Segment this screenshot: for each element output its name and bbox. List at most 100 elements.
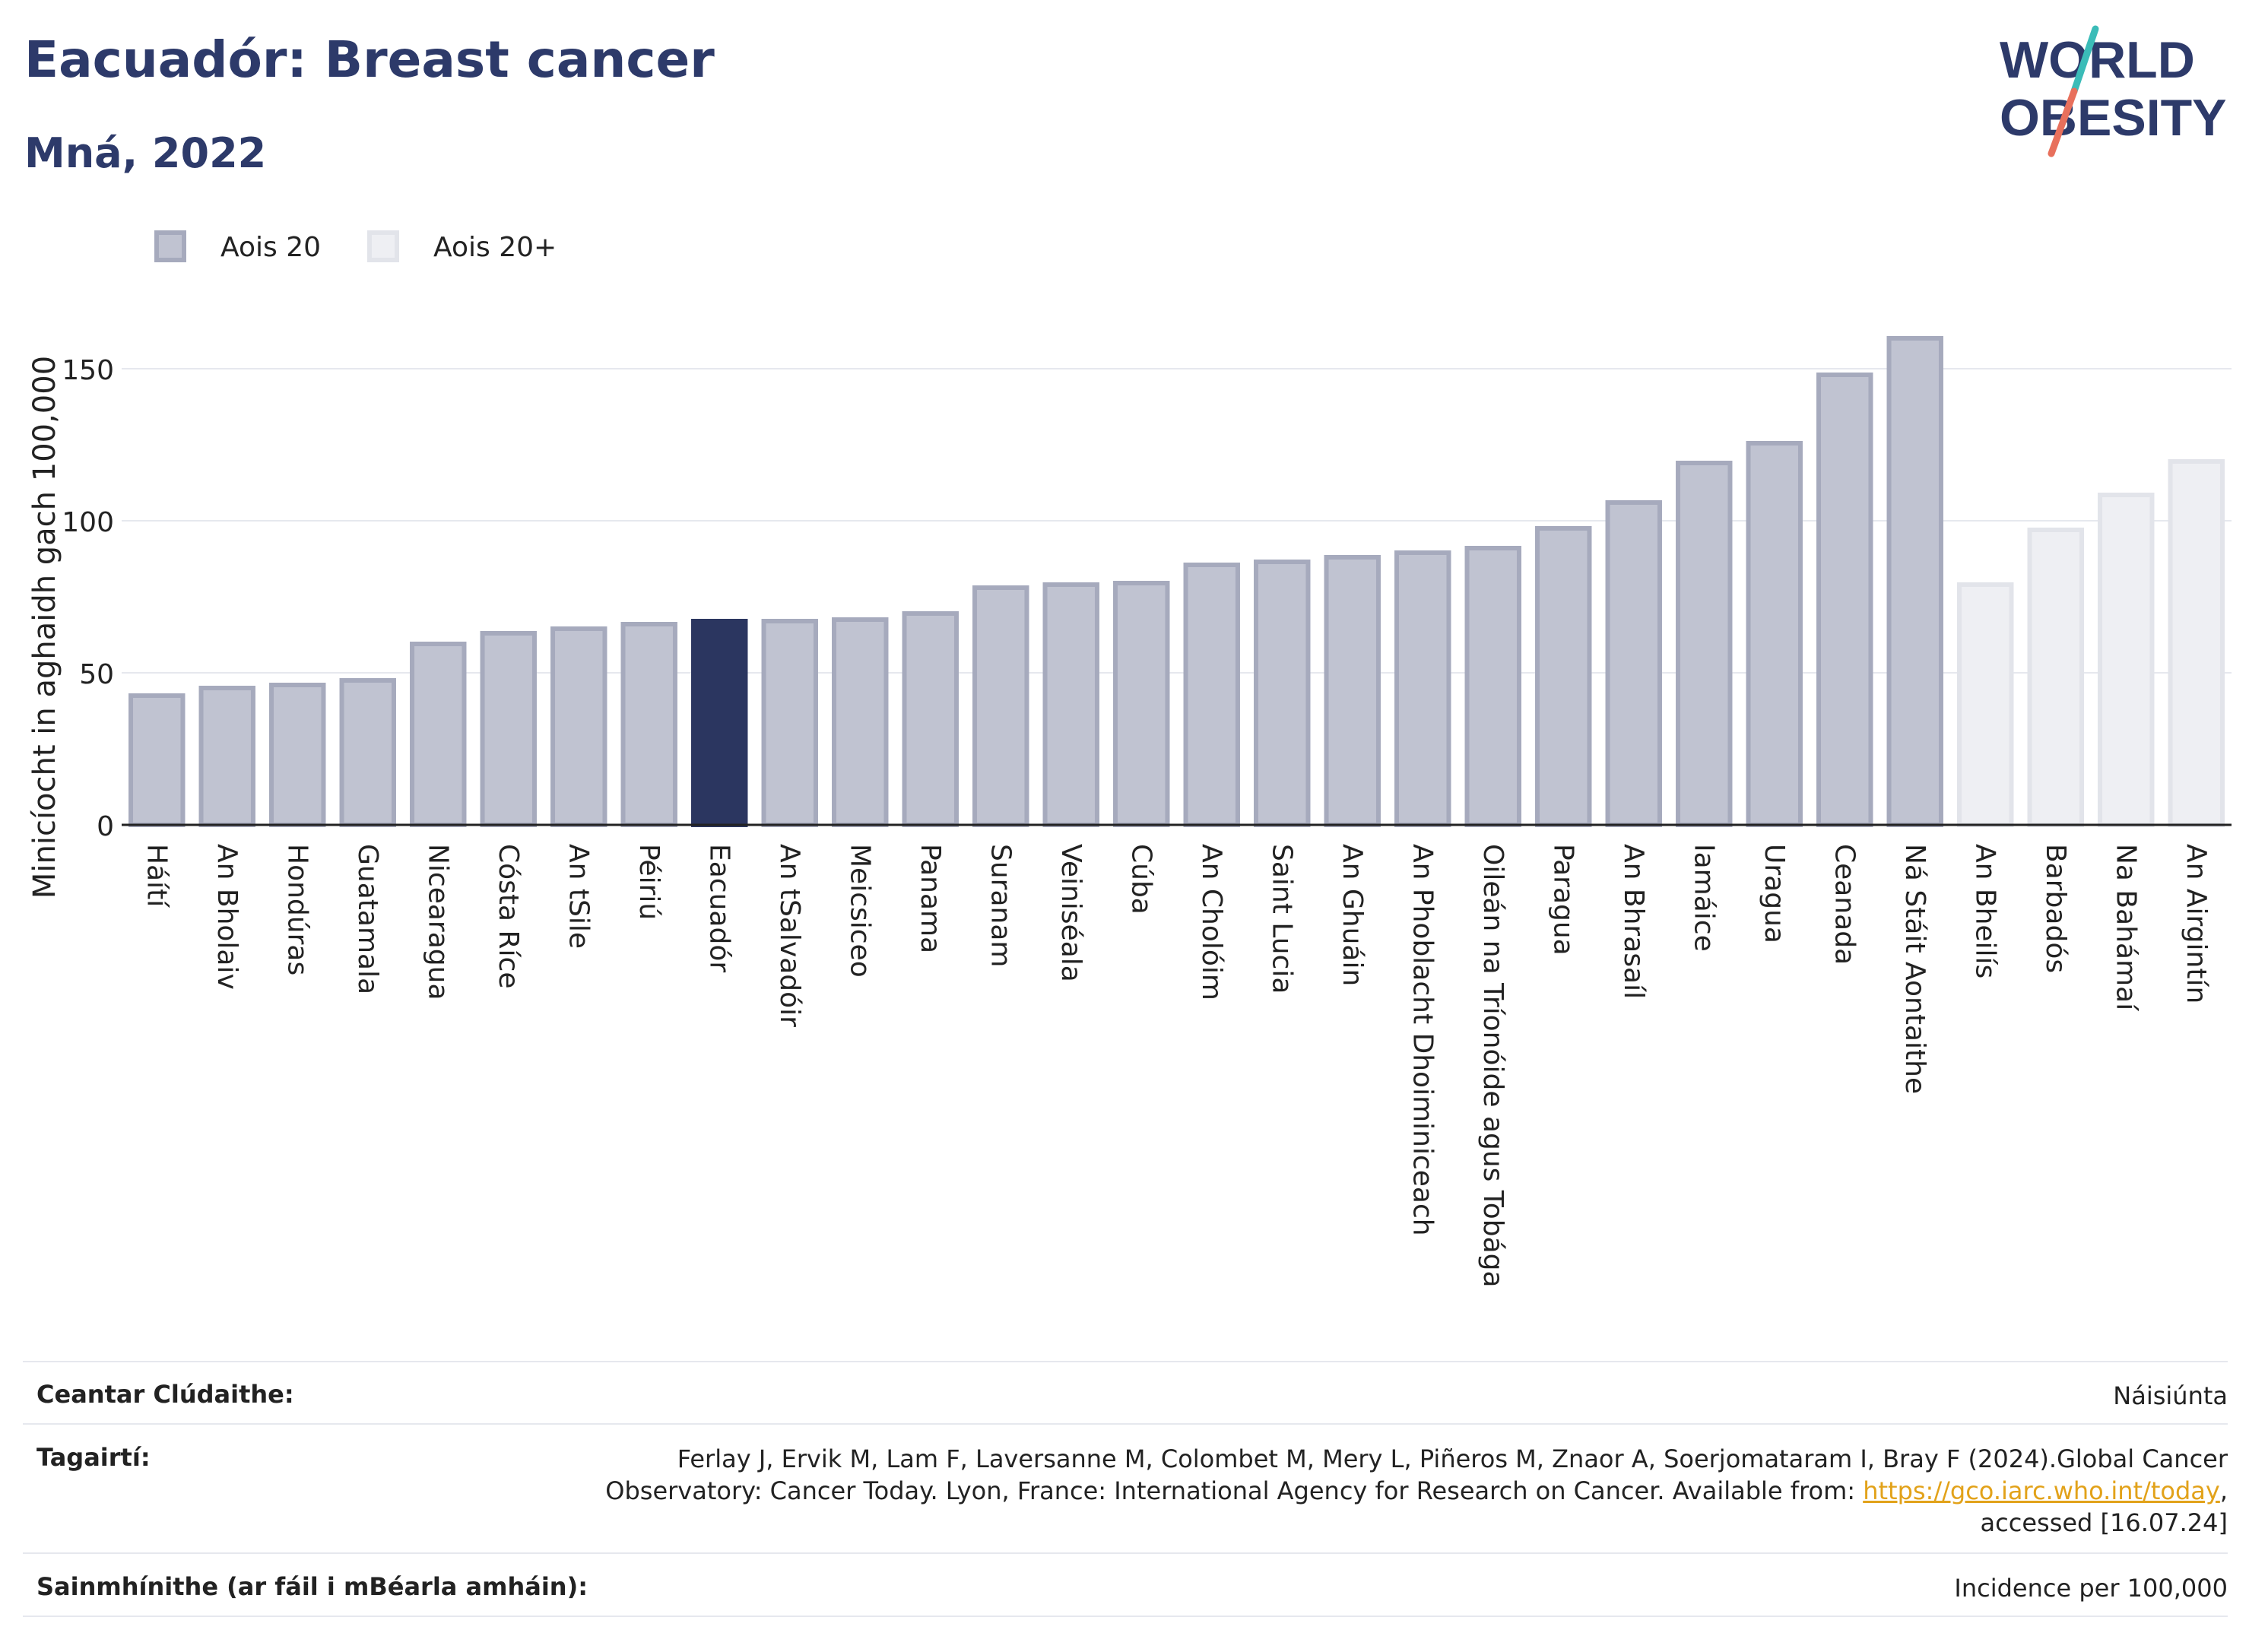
- y-tick-label: 100: [62, 507, 114, 538]
- x-tick-label: Oileán na Tríonóide agus Tobága: [1477, 844, 1508, 1288]
- references-line-3: accessed [16.07.24]: [1980, 1508, 2228, 1538]
- legend: Aois 20 Aois 20+: [154, 230, 557, 263]
- references-line-1: Ferlay J, Ervik M, Lam F, Laversanne M, …: [677, 1444, 2228, 1473]
- footer-coverage-row: Ceantar Clúdaithe: Náisiúnta: [23, 1380, 2228, 1418]
- footer-rule: [23, 1423, 2228, 1425]
- bar: [972, 585, 1029, 827]
- footer-definitions-row: Sainmhínithe (ar fáil i mBéarla amháin):…: [23, 1572, 2228, 1610]
- x-tick-label: Saint Lucia: [1266, 844, 1297, 994]
- x-tick-label: Cúba: [1125, 844, 1156, 915]
- x-tick-label: Ceanada: [1829, 844, 1860, 965]
- bar: [550, 626, 607, 827]
- bar: [269, 683, 326, 827]
- x-tick-label: Háítí: [141, 844, 172, 908]
- logo-slash-coral: [2048, 87, 2078, 157]
- bar: [480, 631, 537, 827]
- bar: [1183, 563, 1240, 827]
- logo-slash-teal: [2070, 25, 2099, 95]
- x-tick-label: Eacuadór: [703, 844, 734, 972]
- y-axis: 0 50 100 150: [62, 355, 114, 842]
- x-tick-label: Nicearagua: [422, 844, 453, 1000]
- bar: [2168, 459, 2225, 827]
- bar: [902, 611, 959, 827]
- coverage-label: Ceantar Clúdaithe:: [36, 1380, 294, 1409]
- x-tick-label: An Ghuáin: [1337, 844, 1368, 986]
- x-tick-label: An Bhrasaíl: [1618, 844, 1649, 999]
- footer-rule: [23, 1361, 2228, 1362]
- x-tick-label: An Bheilís: [1969, 844, 2000, 978]
- definitions-value: Incidence per 100,000: [1954, 1574, 2228, 1603]
- bar: [2027, 528, 2084, 827]
- legend-label: Aois 20: [220, 232, 321, 263]
- bar: [1324, 555, 1381, 827]
- chart-title: Eacuadór: Breast cancer: [24, 30, 715, 89]
- x-tick-label: Na Bahámaí: [2110, 844, 2141, 1011]
- y-tick-label: 150: [62, 355, 114, 386]
- x-tick-label: Barbadós: [2040, 844, 2071, 973]
- footer-rule: [23, 1616, 2228, 1617]
- bars: [128, 336, 2225, 827]
- x-tick-label: An Cholóim: [1196, 844, 1227, 1000]
- x-axis-labels: Háítí An Bholaiv Hondúras Guatamala Nicearag…: [141, 844, 2212, 1288]
- world-obesity-logo: WORLD OBESITY: [2000, 25, 2227, 157]
- legend-swatch: [367, 230, 399, 262]
- bar: [1254, 560, 1311, 827]
- x-tick-label: Péiriú: [633, 844, 665, 920]
- x-tick-label: Cósta Ríce: [493, 844, 524, 989]
- x-tick-label: Hondúras: [281, 844, 312, 975]
- bar: [1886, 336, 1943, 827]
- logo-text-world: WORLD: [2000, 31, 2195, 89]
- bar: [691, 619, 748, 827]
- bar: [1605, 500, 1662, 827]
- x-tick-label: Ná Stáit Aontaithe: [1899, 844, 1930, 1094]
- x-tick-label: Paragua: [1547, 844, 1578, 956]
- chart-subtitle: Mná, 2022: [24, 129, 267, 177]
- references-line-2-comma: ,: [2219, 1476, 2228, 1506]
- bar: [128, 693, 186, 827]
- logo-text-obesity: OBESITY: [2000, 89, 2227, 147]
- references-text: Ferlay J, Ervik M, Lam F, Laversanne M, …: [605, 1443, 2228, 1539]
- footer-rule: [23, 1552, 2228, 1554]
- x-tick-label: Uragua: [1759, 844, 1790, 943]
- bar: [1042, 582, 1099, 827]
- references-line-2-text: Observatory: Cancer Today. Lyon, France:…: [605, 1476, 1864, 1506]
- y-tick-label: 50: [79, 659, 114, 690]
- x-tick-label: An Airgintín: [2181, 844, 2212, 1004]
- references-label: Tagairtí:: [36, 1443, 151, 1472]
- x-tick-label: An Bholaiv: [211, 844, 243, 990]
- bar: [761, 619, 818, 827]
- x-tick-label: Veiniséala: [1055, 844, 1086, 982]
- bar: [339, 678, 396, 827]
- coverage-value: Náisiúnta: [2113, 1381, 2228, 1410]
- bar-chart: Aois 20 Aois 20+ 0 50 100 150 Minicíocht in …: [27, 230, 2232, 1288]
- x-tick-label: An tSalvadóir: [774, 844, 805, 1027]
- bar: [1464, 546, 1521, 827]
- bar: [2098, 493, 2155, 827]
- y-axis-label: Minicíocht in aghaidh gach 100,000: [27, 356, 62, 899]
- legend-swatch: [154, 230, 186, 262]
- legend-label: Aois 20+: [433, 232, 557, 263]
- x-tick-label: Guatamala: [352, 844, 383, 994]
- x-tick-label: Meicsiceo: [844, 844, 875, 978]
- bar: [1676, 461, 1733, 827]
- references-link[interactable]: https://gco.iarc.who.int/today: [1863, 1476, 2220, 1506]
- bar: [410, 642, 467, 827]
- bar: [832, 617, 889, 827]
- gridlines: [122, 368, 2232, 674]
- y-tick-label: 0: [97, 811, 114, 842]
- definitions-label: Sainmhínithe (ar fáil i mBéarla amháin):: [36, 1572, 588, 1601]
- bar: [1957, 582, 2014, 827]
- bar: [620, 622, 677, 827]
- bar: [1816, 373, 1873, 827]
- bar: [198, 686, 255, 827]
- bar: [1746, 441, 1803, 827]
- x-tick-label: Panama: [915, 844, 946, 953]
- references-line-2: Observatory: Cancer Today. Lyon, France:…: [605, 1475, 2228, 1507]
- x-tick-label: Suranam: [985, 844, 1016, 967]
- bar: [1535, 526, 1592, 827]
- bar: [1113, 581, 1170, 827]
- x-tick-label: An Phoblacht Dhoiminiceach: [1407, 844, 1438, 1236]
- bar: [1394, 550, 1451, 827]
- x-tick-label: Iamáice: [1688, 844, 1719, 952]
- x-tick-label: An tSile: [563, 844, 594, 949]
